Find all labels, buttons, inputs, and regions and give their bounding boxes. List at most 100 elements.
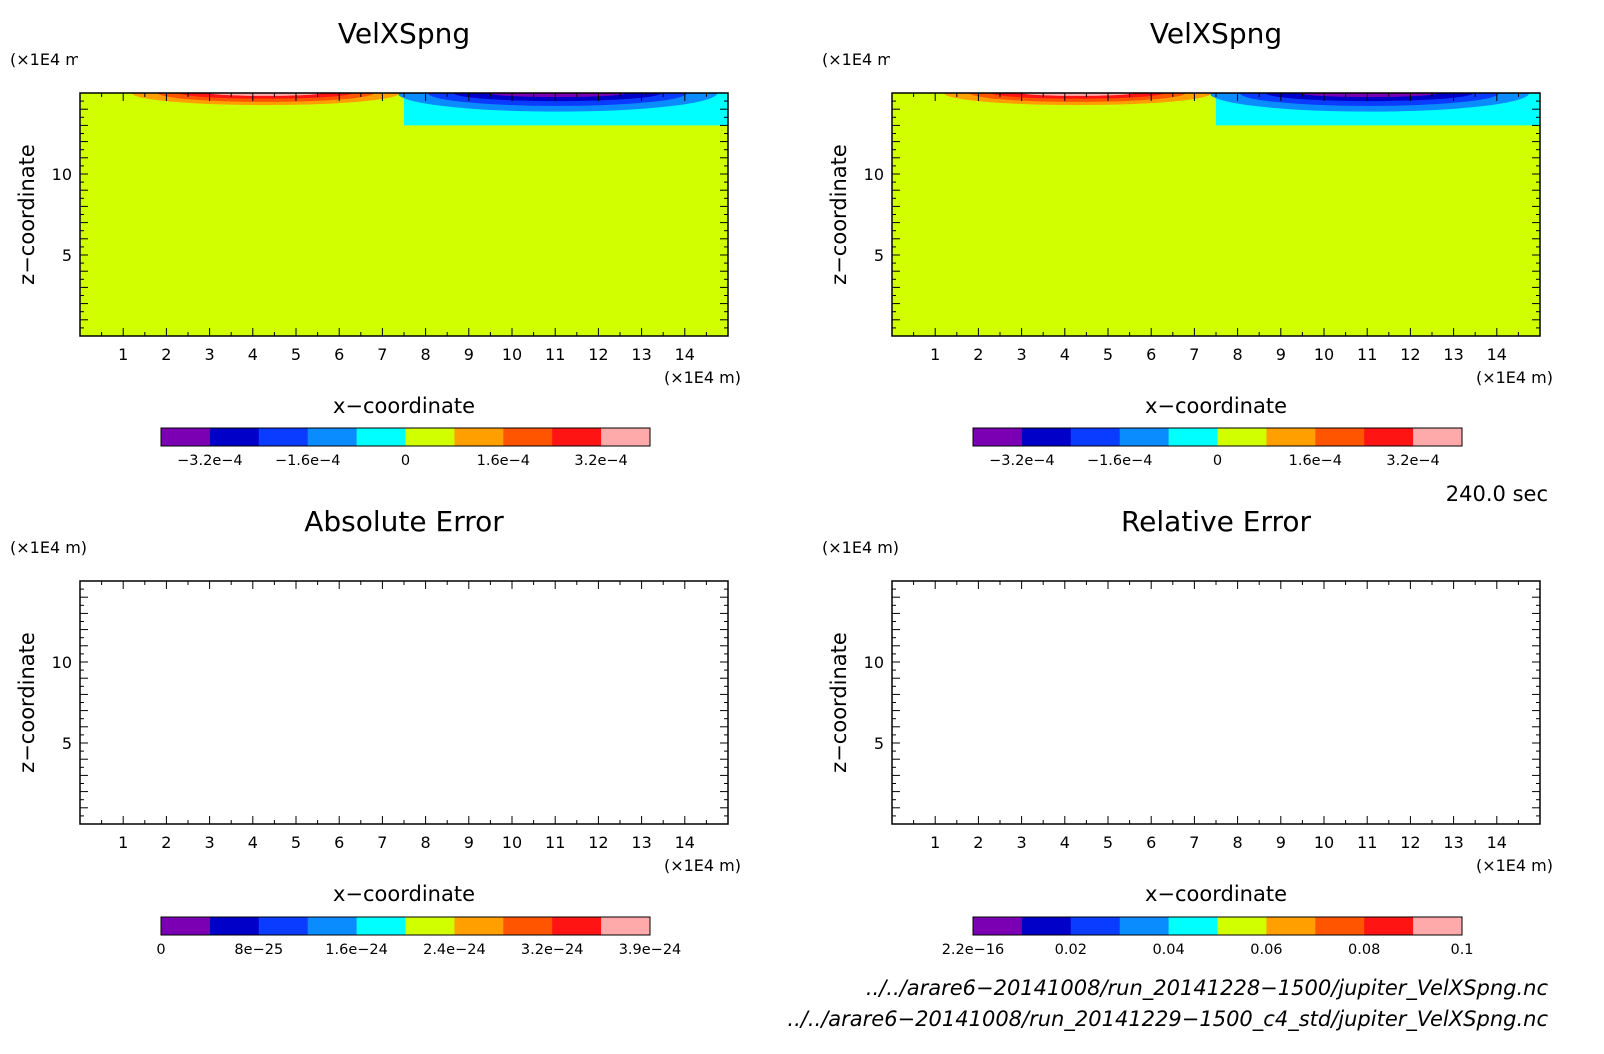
colorbar-label: −3.2e−4 [177, 453, 243, 469]
y-unit-label: (×1E4 m) [822, 50, 899, 69]
colorbar-swatch [1217, 428, 1267, 446]
panel-p1: VelXSpng (×1E4 m) (×1E4 m) x−coordinate z−co… [10, 17, 741, 469]
x-tick-label: 8 [421, 345, 431, 364]
x-tick-label: 13 [631, 833, 651, 852]
file-path-2: ../../arare6−20141008/run_20141229−1500_… [787, 1007, 1548, 1032]
x-tick-label: 6 [334, 345, 344, 364]
y-unit-label: (×1E4 m) [822, 538, 899, 557]
y-tick-label: 5 [62, 734, 72, 753]
clip-mask [890, 53, 1542, 93]
plot-frame [891, 580, 1541, 825]
y-ticks: 5 10 [52, 92, 728, 337]
x-tick-label: 3 [205, 833, 215, 852]
x-ticks: 1 2 3 4 5 6 7 8 9 10 11 12 13 14 [79, 581, 729, 852]
y-tick-label: 5 [874, 246, 884, 265]
x-tick-label: 1 [118, 345, 128, 364]
x-unit-label: (×1E4 m) [1476, 368, 1553, 387]
x-tick-label: 14 [1487, 345, 1507, 364]
x-tick-label: 4 [248, 833, 258, 852]
x-tick-label: 14 [675, 345, 695, 364]
colorbar-swatch [1315, 917, 1365, 935]
colorbar-swatch [161, 428, 211, 446]
y-tick-label: 10 [864, 653, 884, 672]
colorbar-label: 0 [401, 453, 410, 469]
x-tick-label: 3 [1017, 345, 1027, 364]
colorbar-swatch [1168, 428, 1218, 446]
y-tick-label: 10 [52, 165, 72, 184]
colorbar-swatch [552, 428, 602, 446]
colorbar-label: 3.9e−24 [619, 942, 682, 958]
colorbar-swatch [405, 428, 455, 446]
colorbar-swatch [209, 428, 260, 446]
colorbar-label: 0.02 [1055, 942, 1087, 958]
colorbar-swatch [973, 917, 1023, 935]
y-axis-label: z−coordinate [15, 144, 39, 285]
colorbar-label: −1.6e−4 [275, 453, 341, 469]
y-tick-label: 10 [864, 165, 884, 184]
x-tick-label: 14 [1487, 833, 1507, 852]
colorbar-label: 0 [1213, 453, 1222, 469]
x-tick-label: 8 [1233, 345, 1243, 364]
colorbar-swatch [1070, 428, 1121, 446]
y-tick-label: 10 [52, 653, 72, 672]
panel-title: Relative Error [1121, 505, 1312, 538]
colorbar-label: 0.1 [1450, 942, 1473, 958]
colorbar: −3.2e−4 −1.6e−4 0 1.6e−4 3.2e−4 [972, 427, 1463, 469]
colorbar-label: 2.2e−16 [942, 942, 1005, 958]
x-tick-label: 7 [1189, 833, 1199, 852]
x-tick-label: 7 [1189, 345, 1199, 364]
colorbar-frame [160, 427, 651, 447]
x-tick-label: 11 [545, 345, 565, 364]
x-tick-label: 9 [1276, 833, 1286, 852]
colorbar-label: 2.4e−24 [423, 942, 486, 958]
x-tick-label: 11 [1357, 833, 1377, 852]
colorbar-swatch [552, 917, 602, 935]
colorbar: 0 8e−25 1.6e−24 2.4e−24 3.2e−24 3.9e−24 [156, 916, 682, 958]
colorbar-frame [160, 916, 651, 936]
field-background [892, 93, 1540, 336]
x-tick-label: 7 [377, 345, 387, 364]
x-tick-label: 6 [334, 833, 344, 852]
x-tick-label: 12 [1400, 833, 1420, 852]
colorbar-swatch [1266, 428, 1316, 446]
colorbar-swatch [1413, 428, 1463, 446]
x-tick-label: 4 [248, 345, 258, 364]
y-unit-label: (×1E4 m) [10, 50, 87, 69]
x-tick-label: 10 [1314, 833, 1334, 852]
file-path-1: ../../arare6−20141008/run_20141228−1500/… [866, 976, 1549, 1001]
colorbar-swatch [307, 917, 358, 935]
x-tick-label: 4 [1060, 345, 1070, 364]
x-tick-label: 7 [377, 833, 387, 852]
colorbar-label: 0 [156, 942, 165, 958]
x-tick-label: 13 [631, 345, 651, 364]
x-tick-label: 9 [464, 345, 474, 364]
x-unit-label: (×1E4 m) [664, 368, 741, 387]
colorbar-swatch [356, 917, 406, 935]
x-tick-label: 10 [502, 833, 522, 852]
x-tick-label: 10 [1314, 345, 1334, 364]
x-tick-label: 13 [1443, 345, 1463, 364]
colorbar-swatch [307, 428, 358, 446]
x-tick-label: 2 [973, 833, 983, 852]
y-tick-label: 5 [62, 246, 72, 265]
x-ticks: 1 2 3 4 5 6 7 8 9 10 11 12 13 14 [891, 581, 1541, 852]
colorbar-swatch [601, 917, 651, 935]
x-tick-label: 12 [1400, 345, 1420, 364]
x-axis-label: x−coordinate [333, 882, 475, 906]
x-tick-label: 2 [161, 833, 171, 852]
colorbar-frame [972, 427, 1463, 447]
colorbar-swatch [1217, 917, 1267, 935]
panel-title: VelXSpng [1150, 17, 1282, 50]
colorbar-swatch [209, 917, 260, 935]
panel-title: Absolute Error [304, 505, 504, 538]
panel-title: VelXSpng [338, 17, 470, 50]
x-tick-label: 1 [930, 345, 940, 364]
x-tick-label: 3 [205, 345, 215, 364]
x-axis-label: x−coordinate [1145, 394, 1287, 418]
colorbar-label: 0.06 [1250, 942, 1282, 958]
colorbar: −3.2e−4 −1.6e−4 0 1.6e−4 3.2e−4 [160, 427, 651, 469]
colorbar-label: 0.04 [1152, 942, 1184, 958]
x-tick-label: 12 [588, 345, 608, 364]
colorbar-swatch [1413, 917, 1463, 935]
